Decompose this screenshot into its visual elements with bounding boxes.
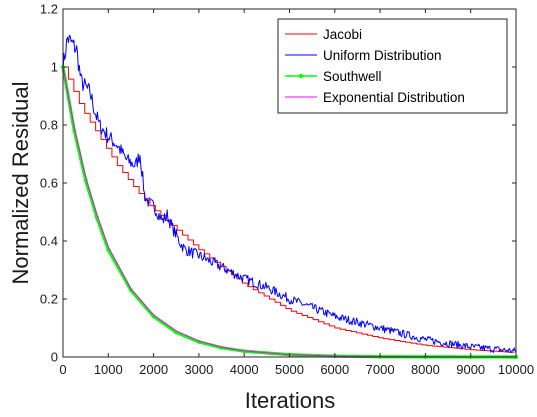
- legend-label: Southwell: [323, 69, 382, 84]
- y-tick-label: 1: [51, 60, 58, 75]
- legend-items: Jacobi Uniform Distribution Southwell Expon…: [285, 27, 465, 105]
- series-line-jacobi: [63, 66, 515, 353]
- x-tick-label: 10000: [498, 362, 534, 377]
- y-tick-label: 0.4: [40, 234, 58, 249]
- x-tick-label: 1000: [94, 362, 123, 377]
- series-line-uniform-distribution: [62, 34, 517, 354]
- x-tick-label: 2000: [139, 362, 168, 377]
- legend-marker: [298, 73, 304, 79]
- x-axis-ticks: 0 1000 2000 3000 4000 5000 6000 7000 8000 9000 100…: [59, 9, 534, 377]
- y-tick-label: 0.2: [40, 292, 58, 307]
- y-tick-label: 1.2: [40, 2, 58, 17]
- legend: Jacobi Uniform Distribution Southwell Expon…: [277, 18, 508, 114]
- y-axis-title: Normalized Residual: [8, 82, 33, 285]
- x-axis-title: Iterations: [245, 388, 336, 413]
- legend-label: Exponential Distribution: [323, 90, 465, 105]
- x-tick-label: 7000: [366, 362, 395, 377]
- x-tick-label: 3000: [184, 362, 213, 377]
- legend-label: Jacobi: [323, 27, 362, 42]
- x-tick-label: 8000: [411, 362, 440, 377]
- x-tick-label: 0: [59, 362, 66, 377]
- y-tick-label: 0.6: [40, 176, 58, 191]
- y-tick-label: 0.8: [40, 118, 58, 133]
- y-tick-label: 0: [51, 350, 58, 365]
- y-axis-ticks: 0 0.2 0.4 0.6 0.8 1 1.2: [40, 2, 516, 365]
- legend-label: Uniform Distribution: [323, 48, 442, 63]
- x-tick-label: 6000: [320, 362, 349, 377]
- x-tick-label: 4000: [230, 362, 259, 377]
- x-tick-label: 5000: [275, 362, 304, 377]
- x-tick-label: 9000: [456, 362, 485, 377]
